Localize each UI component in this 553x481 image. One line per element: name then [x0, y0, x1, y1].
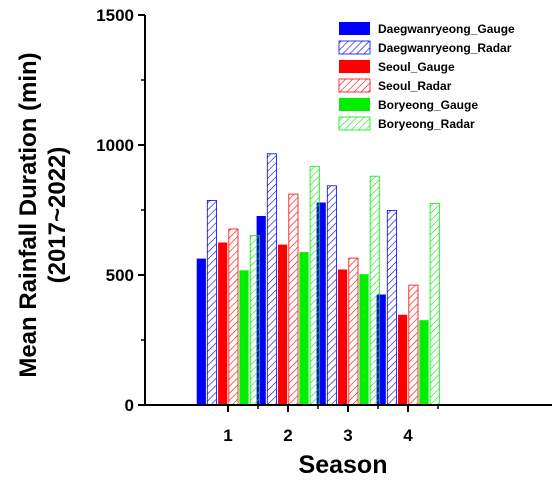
legend-swatch-boryeong-gauge [339, 98, 370, 111]
legend-swatch-daegwanryeong-radar [338, 40, 371, 55]
legend-swatch-seoul-radar [338, 78, 371, 93]
y-tick-label: 500 [106, 266, 134, 285]
y-tick-label: 0 [125, 396, 134, 415]
bar-daegwanryeong-gauge-season-3 [316, 202, 326, 405]
legend-swatch-seoul-gauge [339, 60, 370, 73]
bar-seoul-gauge-season-3 [338, 269, 348, 405]
bar-boryeong-radar-season-1 [249, 235, 260, 406]
x-tick-label: 3 [343, 426, 352, 445]
bar-daegwanryeong-radar-season-1 [206, 199, 217, 406]
ticks-group: 0 500 1000 1500 1 2 3 4 [96, 6, 439, 445]
x-tick-label: 1 [223, 426, 232, 445]
bar-daegwanryeong-gauge-season-1 [196, 258, 206, 405]
bar-seoul-gauge-season-1 [218, 242, 228, 405]
legend-label-boryeong-radar: Boryeong_Radar [378, 117, 475, 131]
bar-daegwanryeong-radar-season-4 [386, 210, 397, 406]
y-tick-label: 1000 [96, 136, 134, 155]
bar-seoul-radar-season-1 [228, 228, 239, 406]
bar-daegwanryeong-gauge-season-4 [376, 294, 386, 405]
bar-boryeong-gauge-season-3 [359, 274, 369, 405]
y-axis-title: Mean Rainfall Duration (min) (2017~2022) [15, 52, 71, 377]
y-axis-title-line-1: Mean Rainfall Duration (min) [15, 52, 42, 377]
bar-seoul-radar-season-2 [288, 193, 299, 406]
legend-swatch-boryeong-radar [338, 116, 371, 131]
bar-boryeong-radar-season-3 [369, 175, 380, 406]
legend-label-daegwanryeong-gauge: Daegwanryeong_Gauge [378, 22, 515, 36]
bar-boryeong-radar-season-2 [309, 166, 320, 406]
legend-label-seoul-radar: Seoul_Radar [378, 79, 452, 93]
bar-seoul-radar-season-3 [348, 257, 359, 406]
bars-group [196, 153, 440, 406]
bar-seoul-gauge-season-2 [278, 244, 288, 405]
legend: Daegwanryeong_Gauge Daegwanryeong_Radar Se… [338, 22, 515, 131]
bar-daegwanryeong-radar-season-2 [266, 153, 277, 406]
bar-seoul-radar-season-4 [408, 284, 419, 406]
bar-boryeong-gauge-season-2 [299, 252, 309, 405]
x-tick-label: 2 [283, 426, 292, 445]
legend-label-boryeong-gauge: Boryeong_Gauge [378, 98, 478, 112]
legend-label-seoul-gauge: Seoul_Gauge [378, 60, 455, 74]
legend-label-daegwanryeong-radar: Daegwanryeong_Radar [378, 41, 512, 55]
y-axis-title-line-2: (2017~2022) [44, 147, 71, 284]
bar-daegwanryeong-gauge-season-2 [256, 216, 266, 405]
legend-swatch-daegwanryeong-gauge [339, 22, 370, 35]
y-tick-label: 1500 [96, 6, 134, 25]
x-tick-label: 4 [403, 426, 413, 445]
bar-boryeong-gauge-season-4 [419, 320, 429, 405]
bar-boryeong-gauge-season-1 [239, 270, 249, 405]
bar-boryeong-radar-season-4 [429, 203, 440, 406]
x-axis-title: Season [299, 451, 388, 479]
bar-seoul-gauge-season-4 [398, 314, 408, 405]
bar-daegwanryeong-radar-season-3 [326, 185, 337, 406]
